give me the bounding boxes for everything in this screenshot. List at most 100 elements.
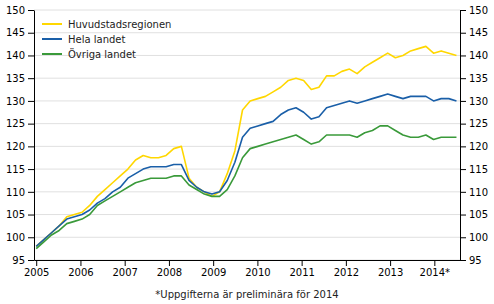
tick: 145 bbox=[6, 27, 34, 38]
tick: 95 bbox=[12, 255, 34, 266]
axis-line bbox=[35, 260, 461, 261]
tick: 105 bbox=[460, 209, 488, 220]
y2-axis: 95100105110115120125130135140145150 bbox=[460, 5, 488, 266]
tick-label: 105 bbox=[6, 209, 25, 220]
tick-mark bbox=[125, 260, 126, 266]
legend-swatch bbox=[42, 53, 62, 55]
tick: 2013 bbox=[378, 260, 403, 278]
series-line bbox=[36, 126, 456, 249]
tick-label: 2010 bbox=[245, 267, 270, 278]
tick-label: 145 bbox=[6, 27, 25, 38]
tick-label: 95 bbox=[469, 255, 482, 266]
tick-label: 140 bbox=[6, 50, 25, 61]
tick-label: 135 bbox=[6, 73, 25, 84]
grid-line bbox=[34, 237, 460, 238]
tick-mark bbox=[460, 124, 466, 125]
tick-label: 150 bbox=[469, 5, 488, 16]
grid-line bbox=[34, 146, 460, 147]
legend-label: Hela landet bbox=[68, 34, 126, 45]
plot: 2005 2006 2007 2008 2009 2010 2011 2012 2013 2014… bbox=[6, 5, 488, 278]
tick-label: 120 bbox=[469, 141, 488, 152]
tick-label: 2009 bbox=[201, 267, 226, 278]
tick-label: 140 bbox=[469, 50, 488, 61]
tick: 2005 bbox=[24, 260, 49, 278]
tick-mark bbox=[434, 260, 435, 266]
grid-line bbox=[34, 214, 460, 215]
tick-mark bbox=[80, 260, 81, 266]
tick-mark bbox=[346, 260, 347, 266]
tick-label: 2012 bbox=[334, 267, 359, 278]
tick-mark bbox=[460, 78, 466, 79]
tick-label: 125 bbox=[469, 118, 488, 129]
tick: 135 bbox=[6, 73, 34, 84]
tick-mark bbox=[28, 237, 34, 238]
legend-item: Hela landet bbox=[42, 34, 126, 45]
grid-line bbox=[34, 191, 460, 192]
tick: 125 bbox=[460, 118, 488, 129]
grid-line bbox=[34, 169, 460, 170]
tick: 140 bbox=[460, 50, 488, 61]
tick-mark bbox=[28, 260, 34, 261]
tick-mark bbox=[28, 101, 34, 102]
tick: 2007 bbox=[112, 260, 137, 278]
tick-mark bbox=[28, 192, 34, 193]
tick: 120 bbox=[460, 141, 488, 152]
series-line bbox=[36, 94, 456, 246]
tick: 125 bbox=[6, 118, 34, 129]
tick: 2008 bbox=[157, 260, 182, 278]
tick-mark bbox=[257, 260, 258, 266]
tick-label: 2005 bbox=[24, 267, 49, 278]
grid bbox=[34, 10, 460, 260]
tick-label: 2011 bbox=[289, 267, 314, 278]
tick-mark bbox=[460, 192, 466, 193]
tick-mark bbox=[460, 215, 466, 216]
tick-label: 100 bbox=[6, 232, 25, 243]
tick-label: 115 bbox=[6, 164, 25, 175]
tick-mark bbox=[28, 78, 34, 79]
tick-mark bbox=[390, 260, 391, 266]
tick: 2011 bbox=[289, 260, 314, 278]
legend-swatch bbox=[42, 38, 62, 40]
tick-label: 95 bbox=[12, 255, 25, 266]
tick: 140 bbox=[6, 50, 34, 61]
footnote: *Uppgifterna är preliminära för 2014 bbox=[155, 289, 338, 300]
tick-label: 105 bbox=[469, 209, 488, 220]
tick-mark bbox=[28, 10, 34, 11]
grid-line bbox=[34, 260, 460, 261]
tick-label: 2007 bbox=[112, 267, 137, 278]
tick-mark bbox=[460, 146, 466, 147]
tick-mark bbox=[28, 55, 34, 56]
tick-mark bbox=[213, 260, 214, 266]
tick: 2012 bbox=[334, 260, 359, 278]
tick-mark bbox=[28, 146, 34, 147]
tick-mark bbox=[460, 101, 466, 102]
tick-label: 120 bbox=[6, 141, 25, 152]
tick-mark bbox=[460, 10, 466, 11]
legend-label: Övriga landet bbox=[68, 48, 136, 60]
tick-mark bbox=[28, 124, 34, 125]
tick-mark bbox=[302, 260, 303, 266]
tick: 100 bbox=[6, 232, 34, 243]
tick: 150 bbox=[460, 5, 488, 16]
legend-item: Huvudstadsregionen bbox=[42, 19, 171, 30]
legend-item: Övriga landet bbox=[42, 48, 136, 60]
tick: 105 bbox=[6, 209, 34, 220]
tick-label: 110 bbox=[469, 187, 488, 198]
tick: 2006 bbox=[68, 260, 93, 278]
tick: 110 bbox=[6, 187, 34, 198]
legend-label: Huvudstadsregionen bbox=[68, 19, 171, 30]
grid-line bbox=[34, 78, 460, 79]
tick-mark bbox=[28, 169, 34, 170]
chart: 2005 2006 2007 2008 2009 2010 2011 2012 2013 2014… bbox=[0, 0, 494, 304]
tick: 110 bbox=[460, 187, 488, 198]
tick-label: 110 bbox=[6, 187, 25, 198]
tick-mark bbox=[460, 237, 466, 238]
tick-label: 2008 bbox=[157, 267, 182, 278]
tick-mark bbox=[460, 260, 466, 261]
tick: 100 bbox=[460, 232, 488, 243]
tick: 115 bbox=[6, 164, 34, 175]
tick: 95 bbox=[460, 255, 482, 266]
tick: 130 bbox=[460, 96, 488, 107]
tick-label: 2006 bbox=[68, 267, 93, 278]
tick: 2014* bbox=[420, 260, 450, 278]
